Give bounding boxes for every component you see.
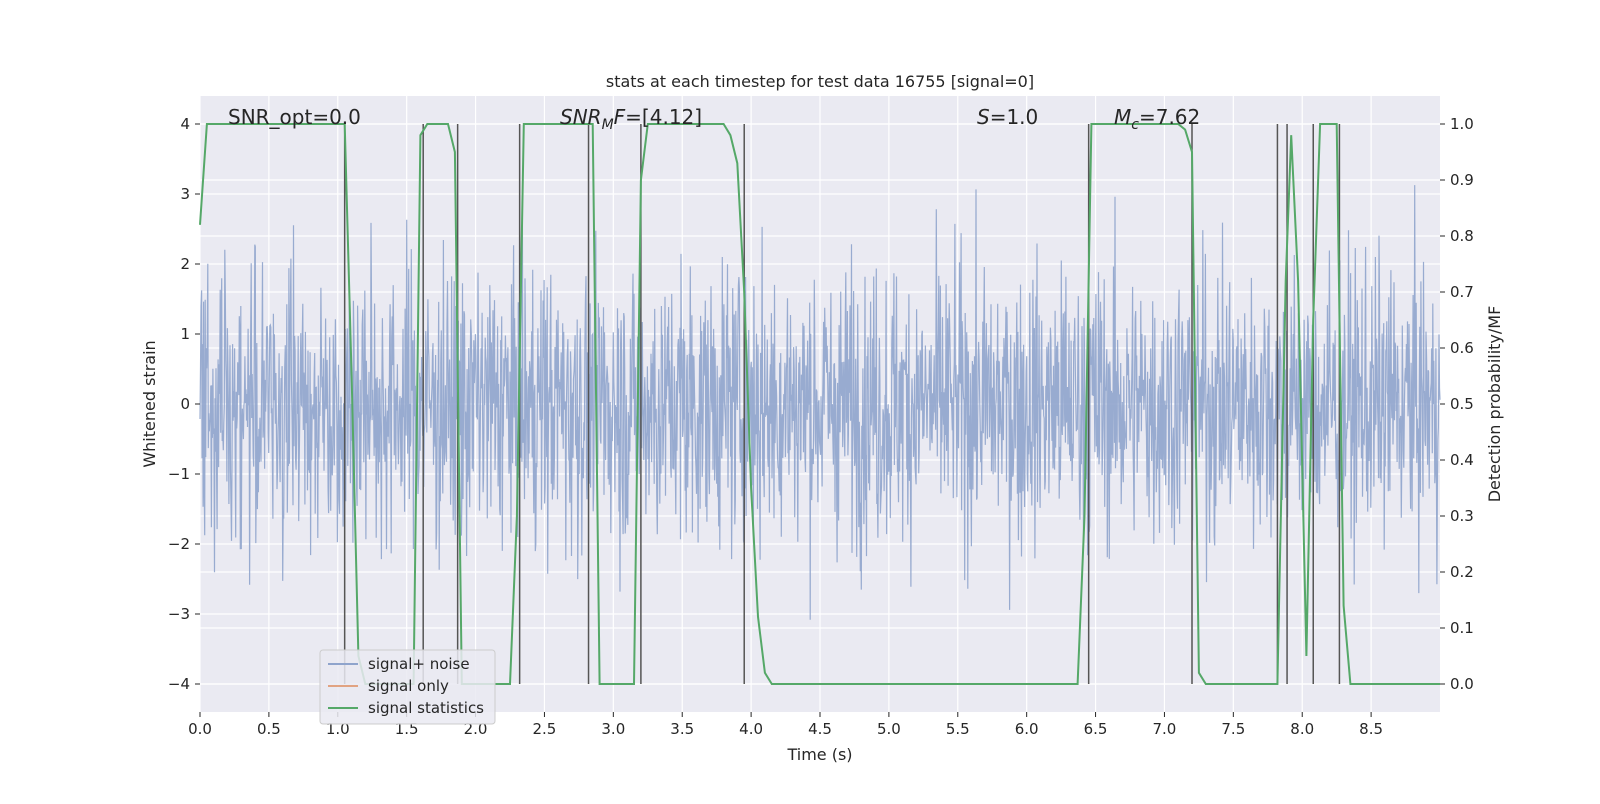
annotation-snr-mf: SNRMF=[4.12] <box>560 105 702 133</box>
annotation-mc: Mc=7.62 <box>1114 105 1200 133</box>
annotation-s-symbol: S <box>977 105 990 129</box>
y-tick-label-left: 3 <box>180 185 190 203</box>
y-ticks-left: 4 3 2 1 0 −1 −2 −3 −4 <box>168 115 200 693</box>
y-tick-label-left: 1 <box>180 325 190 343</box>
x-tick-label: 3.5 <box>670 720 694 738</box>
y-tick-label-right: 0.0 <box>1450 675 1474 693</box>
x-tick-label: 5.5 <box>946 720 970 738</box>
series-noise-line <box>199 185 1441 620</box>
annotation-mc-sub: c <box>1131 117 1139 133</box>
annotation-snr-mf-rest-f: F <box>614 105 626 129</box>
y-tick-label-right: 0.3 <box>1450 507 1474 525</box>
y-tick-label-right: 0.5 <box>1450 395 1474 413</box>
y-tick-label-left: −4 <box>168 675 190 693</box>
annotation-s-value: =1.0 <box>990 105 1039 129</box>
x-tick-label: 7.5 <box>1221 720 1245 738</box>
x-tick-label: 0.0 <box>188 720 212 738</box>
vertical-markers <box>343 124 1341 684</box>
y-tick-label-right: 0.7 <box>1450 283 1474 301</box>
y-ticks-right: 1.0 0.9 0.8 0.7 0.6 0.5 0.4 0.3 0.2 0.1 0.0 <box>1440 115 1474 693</box>
y-tick-label-right: 0.9 <box>1450 171 1474 189</box>
x-tick-label: 0.5 <box>257 720 281 738</box>
annotation-snr-mf-base: SNR <box>560 105 602 129</box>
y-tick-label-left: −1 <box>168 465 190 483</box>
y-tick-label-right: 0.6 <box>1450 339 1474 357</box>
annotation-mc-base: M <box>1114 105 1131 129</box>
y-tick-label-left: 2 <box>180 255 190 273</box>
y-tick-label-right: 1.0 <box>1450 115 1474 133</box>
x-tick-label: 8.5 <box>1359 720 1383 738</box>
y-tick-label-right: 0.1 <box>1450 619 1474 637</box>
x-tick-label: 8.0 <box>1290 720 1314 738</box>
chart-title: stats at each timestep for test data 167… <box>606 72 1034 91</box>
annotation-snr-mf-sub: M <box>602 117 614 133</box>
y-axis-label-right: Detection probability/MF <box>1485 306 1504 503</box>
annotation-snr-opt: SNR_opt=0.0 <box>228 105 361 129</box>
y-tick-label-left: 0 <box>180 395 190 413</box>
x-tick-label: 4.5 <box>808 720 832 738</box>
annotation-s: S=1.0 <box>977 105 1038 129</box>
y-tick-label-right: 0.2 <box>1450 563 1474 581</box>
x-tick-label: 7.0 <box>1153 720 1177 738</box>
noise-series <box>199 185 1441 620</box>
x-axis-label: Time (s) <box>786 745 852 764</box>
y-axis-label-left: Whitened strain <box>140 340 159 467</box>
legend-box <box>319 649 496 725</box>
x-tick-label: 2.5 <box>533 720 557 738</box>
annotation-snr-mf-value: =[4.12] <box>625 105 702 129</box>
y-tick-label-right: 0.8 <box>1450 227 1474 245</box>
y-tick-label-right: 0.4 <box>1450 451 1474 469</box>
x-tick-label: 3.0 <box>601 720 625 738</box>
x-tick-label: 5.0 <box>877 720 901 738</box>
grid <box>199 96 1440 712</box>
x-tick-label: 4.0 <box>739 720 763 738</box>
y-tick-label-left: −3 <box>168 605 190 623</box>
legend-label-signal-only: signal only <box>368 677 449 695</box>
x-tick-label: 6.0 <box>1015 720 1039 738</box>
annotation-mc-value: =7.62 <box>1139 105 1200 129</box>
legend: signal+ noise signal only signal statist… <box>319 649 496 725</box>
y-tick-label-left: −2 <box>168 535 190 553</box>
legend-label-statistics: signal statistics <box>368 699 484 717</box>
y-tick-label-left: 4 <box>180 115 190 133</box>
legend-label-noise: signal+ noise <box>368 655 470 673</box>
x-tick-label: 6.5 <box>1084 720 1108 738</box>
